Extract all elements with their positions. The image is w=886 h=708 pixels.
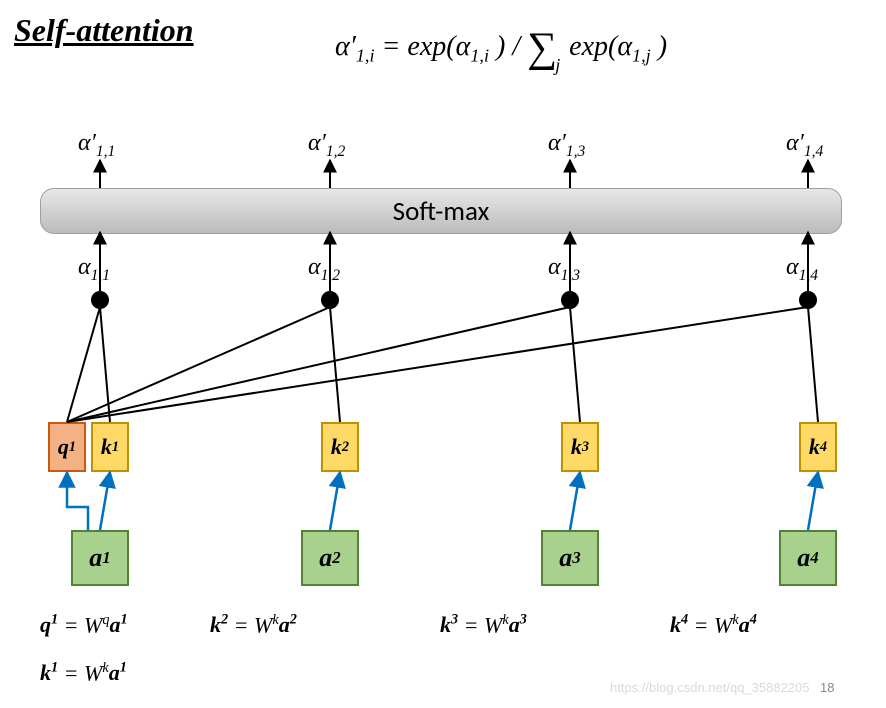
- equation: k3 = Wka3: [440, 612, 527, 638]
- k-box: k3: [561, 422, 599, 472]
- k-box: k2: [321, 422, 359, 472]
- alpha-label: α1,1: [78, 254, 110, 285]
- k-box: k4: [799, 422, 837, 472]
- alpha-label: α1,3: [548, 254, 580, 285]
- alpha-label: α1,4: [786, 254, 818, 285]
- q-box: q1: [48, 422, 86, 472]
- page-title: Self-attention: [14, 12, 194, 49]
- softmax-box: Soft-max: [40, 188, 842, 234]
- equation: k1 = Wka1: [40, 660, 127, 686]
- a-box: a1: [71, 530, 129, 586]
- equation: q1 = Wqa1: [40, 612, 128, 638]
- equation: k4 = Wka4: [670, 612, 757, 638]
- softmax-formula: α′1,i = exp(α1,i ) / ∑j exp(α1,j ): [335, 18, 667, 67]
- a-box: a2: [301, 530, 359, 586]
- alpha-prime-label: α′1,2: [308, 130, 345, 161]
- arrows-overlay: [0, 0, 886, 708]
- a-box: a3: [541, 530, 599, 586]
- alpha-prime-label: α′1,3: [548, 130, 585, 161]
- alpha-prime-label: α′1,4: [786, 130, 823, 161]
- watermark: https://blog.csdn.net/qq_35882205: [610, 680, 810, 695]
- k-box: k1: [91, 422, 129, 472]
- alpha-prime-label: α′1,1: [78, 130, 115, 161]
- page-number: 18: [820, 680, 834, 695]
- a-box: a4: [779, 530, 837, 586]
- equation: k2 = Wka2: [210, 612, 297, 638]
- alpha-label: α1,2: [308, 254, 340, 285]
